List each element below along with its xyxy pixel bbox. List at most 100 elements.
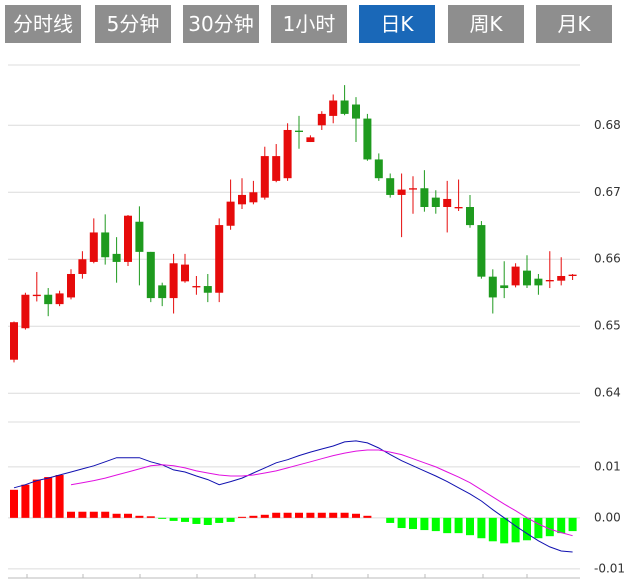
candle-body <box>545 280 554 282</box>
candle-body <box>226 201 235 226</box>
candle-body <box>409 188 417 190</box>
macd-bar <box>181 517 189 522</box>
macd-line <box>70 449 573 537</box>
candle-body <box>215 225 224 293</box>
candle-body <box>431 197 440 207</box>
macd-bar <box>215 517 224 523</box>
candle-body <box>420 188 429 207</box>
candle-body <box>534 278 543 286</box>
macd-bar <box>169 517 178 521</box>
macd-bar <box>488 517 497 542</box>
macd-bar <box>477 517 486 539</box>
macd-bar <box>431 517 440 532</box>
macd-bar <box>317 512 326 518</box>
candle-body <box>386 178 395 195</box>
macd-bar <box>511 517 520 543</box>
candle-body <box>238 194 246 205</box>
macd-bar <box>158 517 167 519</box>
y-tick-label: -0.01 <box>594 561 625 575</box>
macd-bar <box>249 515 258 518</box>
candle-body <box>283 129 292 179</box>
candle-body <box>181 264 189 282</box>
period-tabs: 分时线 5分钟 30分钟 1小时 日K 周K 月K <box>0 5 636 43</box>
macd-bar <box>238 516 246 518</box>
candle-body <box>557 275 566 281</box>
candle-body <box>21 294 30 329</box>
y-tick-label: 0.01 <box>594 459 621 473</box>
period-tab[interactable]: 30分钟 <box>183 5 259 43</box>
candle-body <box>306 137 315 143</box>
period-tab[interactable]: 分时线 <box>5 5 81 43</box>
macd-bar <box>135 515 144 518</box>
macd-bar <box>226 517 235 522</box>
candle-body <box>67 273 75 298</box>
candle-body <box>454 207 463 209</box>
candle-body <box>443 198 452 207</box>
candle-body <box>511 266 520 286</box>
candle-body <box>55 293 64 305</box>
macd-bar <box>192 517 201 524</box>
candle-body <box>317 113 326 126</box>
candle-body <box>249 192 258 203</box>
period-tab[interactable]: 月K <box>536 5 612 43</box>
macd-bar <box>534 517 543 539</box>
macd-bar <box>363 515 372 518</box>
macd-bar <box>466 517 474 536</box>
macd-bar <box>545 517 554 537</box>
period-tab[interactable]: 周K <box>448 5 524 43</box>
candle-body <box>192 286 201 288</box>
period-tab[interactable]: 日K <box>359 5 435 43</box>
macd-bar <box>89 511 98 518</box>
period-tab[interactable]: 1小时 <box>271 5 347 43</box>
candle-body <box>146 251 155 299</box>
candle-body <box>260 156 269 198</box>
candle-body <box>158 285 167 299</box>
macd-bar <box>386 517 395 523</box>
macd-bar <box>352 513 360 518</box>
macd-bar <box>283 512 292 518</box>
candle-body <box>329 100 338 116</box>
macd-bar <box>101 511 110 518</box>
macd-bar <box>454 517 463 534</box>
macd-bar <box>203 517 212 525</box>
macd-bar <box>557 517 566 534</box>
y-tick-label: 0.68 <box>594 118 621 132</box>
macd-bar <box>78 511 87 518</box>
candle-body <box>466 207 474 226</box>
candle-body <box>477 225 486 277</box>
candle-body <box>32 294 41 297</box>
candle-body <box>352 104 360 119</box>
macd-bar <box>409 517 417 530</box>
macd-bar <box>568 517 577 532</box>
macd-bar <box>500 517 509 544</box>
candle-body <box>135 221 144 252</box>
candle-body <box>169 263 178 299</box>
candle-body <box>568 274 577 276</box>
macd-bar <box>67 511 75 518</box>
macd-bar <box>340 512 349 518</box>
macd-bar <box>272 512 281 518</box>
macd-bar <box>146 516 155 518</box>
candle-body <box>78 259 87 274</box>
macd-bar <box>124 513 132 518</box>
macd-bar <box>260 514 269 518</box>
candle-body <box>397 189 406 195</box>
macd-bar <box>397 517 406 529</box>
candle-body <box>112 253 121 262</box>
y-tick-label: 0.67 <box>594 185 621 199</box>
candle-body <box>44 294 53 305</box>
macd-bar <box>329 512 338 518</box>
candle-body <box>295 130 303 132</box>
candle-body <box>363 118 372 160</box>
macd-bar <box>420 517 429 531</box>
candle-body <box>89 232 98 262</box>
candle-body <box>10 322 18 360</box>
macd-bar <box>21 484 30 518</box>
y-tick-label: 0.65 <box>594 319 621 333</box>
candle-body <box>340 100 349 114</box>
y-tick-label: 0.64 <box>594 386 621 400</box>
period-tab[interactable]: 5分钟 <box>95 5 171 43</box>
candle-body <box>488 276 497 298</box>
macd-bar <box>523 517 531 541</box>
